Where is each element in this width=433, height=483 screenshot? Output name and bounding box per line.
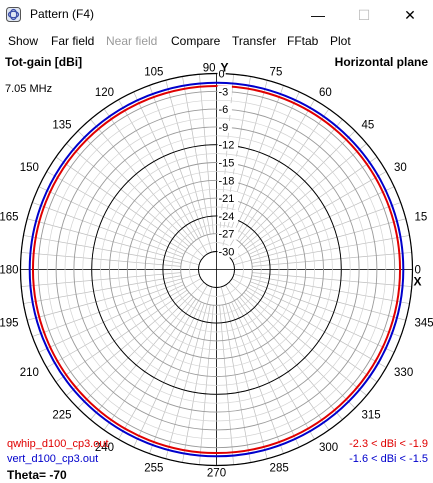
grid-ring [171,224,262,315]
angle-label: 255 [144,463,163,475]
ring-label: -27 [219,229,235,241]
grid-ring [82,135,351,404]
grid-ring [55,108,378,431]
trace-1-file: qwhip_d100_cp3.out [7,438,109,450]
ring-label: -9 [219,122,229,134]
angle-label: 330 [394,367,413,379]
grid-ring [37,90,396,449]
maximize-icon: ☐ [357,6,371,23]
ring-label: -6 [219,104,229,116]
trace-2-range: -1.6 < dBi < -1.5 [349,453,428,465]
trace-2-curve [28,81,405,458]
grid-ring-inner [198,251,235,288]
grid-ring [144,197,289,342]
ring-label: 0 [219,69,225,81]
grid-ring-outer [19,72,414,467]
ring-label-bg [217,103,232,116]
trace-2-file: vert_d100_cp3.out [7,453,99,465]
angle-label: 300 [319,442,338,454]
angle-label: 150 [20,162,39,174]
angle-label: 195 [0,318,18,330]
window-title: Pattern (F4) [30,7,95,21]
plane-label: Horizontal plane [334,55,428,69]
angle-label: 165 [0,211,18,223]
angle-label: 225 [52,409,71,421]
quantity-label: Tot-gain [dBi] [5,55,83,69]
grid-ring [73,126,360,413]
grid-ring [118,171,315,368]
ring-label-bg [217,138,239,151]
polar-plot: 0 -3 -6 -9 -12 -15 -18 -21 -24 -27 -30 0 15 30 45 60 75 9… [0,61,433,480]
frequency-label: 7.05 MHz [5,83,53,95]
ring-label-bg [217,227,239,240]
menu-fftab[interactable]: FFtab [287,34,319,48]
menu-compare[interactable]: Compare [171,34,221,48]
close-icon: ✕ [404,6,416,23]
grid-ring [126,179,307,360]
ring-label-bg [217,245,239,258]
menu-plot[interactable]: Plot [330,34,351,48]
ring-label: -3 [219,86,229,98]
grid-ring [100,153,333,386]
ring-label-bg [217,156,239,169]
ring-label: -21 [219,193,235,205]
grid-ring [153,206,280,333]
grid-ring [189,242,244,297]
grid-ring [64,117,369,422]
y-axis-label: Y [221,61,229,75]
trace-1-range: -2.3 < dBi < -1.9 [349,438,428,450]
theta-label: Theta= -70 [7,468,67,482]
angle-label: 315 [361,409,380,421]
ring-label-bg [217,174,239,187]
angle-label: 45 [361,120,374,132]
angle-label: 0 [415,265,421,277]
angle-label: 210 [20,367,39,379]
ring-label: -24 [219,211,235,223]
ring-label-bg [217,85,232,98]
angle-label: 120 [95,87,114,99]
x-axis-label: X [414,275,422,289]
angle-label: 60 [319,87,332,99]
grid-ring-highlight [162,215,271,324]
maximize-button[interactable]: ☐ [341,0,387,30]
ring-label-bg [217,209,239,222]
pattern-plot-area[interactable]: Tot-gain [dBi] 7.05 MHz Horizontal plane… [0,51,433,483]
grid-ring [135,188,298,351]
minimize-icon: — [311,7,325,23]
ring-label: -18 [219,175,235,187]
grid-ring [109,162,324,377]
ring-label-bg [217,120,232,133]
angle-label: 75 [270,66,283,78]
angle-label: 30 [394,162,407,174]
angle-label: 180 [0,265,19,277]
menu-transfer[interactable]: Transfer [232,34,277,48]
menu-near-field: Near field [106,34,158,48]
angle-label: 105 [144,66,163,78]
angle-label: 15 [415,211,428,223]
ring-label-bg [217,192,239,205]
antenna-pattern-icon [6,7,21,22]
angle-label: 90 [203,63,216,75]
angle-label: 270 [207,468,226,480]
angle-label: 345 [415,318,433,330]
ring-label: -12 [219,140,235,152]
angle-label: 240 [95,442,114,454]
close-button[interactable]: ✕ [387,0,433,30]
angle-label: 135 [52,120,71,132]
grid-ring-highlight [91,144,342,395]
ring-label-bg [217,67,226,80]
menu-far-field[interactable]: Far field [51,34,95,48]
grid-ring [46,99,387,440]
minimize-button[interactable]: — [295,0,341,30]
menu-bar: Show Far field Near field Compare Transf… [0,31,433,51]
grid-ring [180,233,253,306]
ring-label: -15 [219,158,235,170]
trace-1-curve [31,84,402,455]
ring-label: -30 [219,247,235,259]
angle-label: 285 [270,463,289,475]
title-bar: Pattern (F4) — ☐ ✕ [0,0,433,30]
menu-show[interactable]: Show [8,34,39,48]
